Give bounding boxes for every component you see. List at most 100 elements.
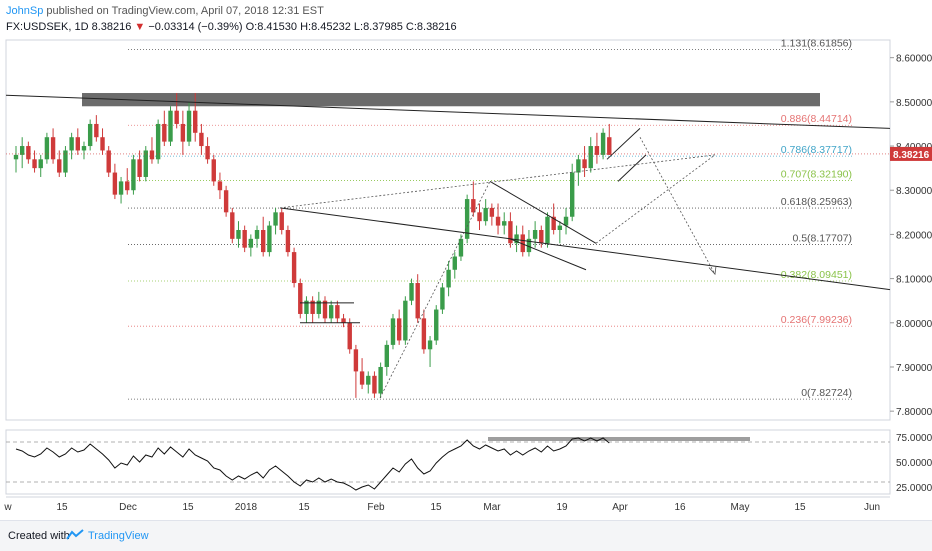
candle-body bbox=[489, 207, 495, 217]
current-price-tag bbox=[890, 146, 932, 161]
candle-body bbox=[143, 150, 148, 177]
fib-level-label: 0.5(8.17707) bbox=[792, 233, 852, 245]
candle-body bbox=[440, 287, 445, 310]
fib-level-label: 0.886(8.44714) bbox=[781, 113, 852, 125]
candle-body bbox=[13, 154, 19, 160]
candle-body bbox=[69, 137, 74, 151]
candle-body bbox=[316, 300, 322, 314]
descending-support-line bbox=[279, 207, 891, 291]
author-link[interactable]: JohnSp bbox=[6, 5, 44, 17]
price-change: −0.03314 (−0.39%) bbox=[148, 21, 243, 33]
fibonacci-levels: 1.131(8.61856) 0.886(8.44714) 0.786(8.3771… bbox=[128, 37, 852, 400]
candle-body bbox=[118, 181, 124, 195]
x-tick-label: 15 bbox=[430, 502, 442, 513]
candle-body bbox=[495, 216, 501, 226]
publish-info: JohnSp published on TradingView.com, Apr… bbox=[6, 5, 324, 17]
flag-upper-line bbox=[489, 180, 597, 244]
candle-body bbox=[230, 212, 235, 239]
x-tick-label: 19 bbox=[556, 502, 568, 513]
candle-body bbox=[94, 123, 99, 138]
candle-body bbox=[403, 300, 408, 341]
candle-body bbox=[576, 159, 581, 173]
candle-body bbox=[520, 234, 525, 253]
tradingview-brand-link[interactable]: TradingView bbox=[88, 530, 149, 542]
x-tick-label: Mar bbox=[483, 502, 501, 513]
candle-body bbox=[359, 371, 365, 385]
y-tick-label: 8.60000 bbox=[896, 54, 932, 65]
x-tick-label: Jun bbox=[864, 502, 880, 513]
candle-body bbox=[464, 199, 470, 239]
candle-body bbox=[483, 207, 488, 222]
low-value: L:8.37985 bbox=[353, 21, 403, 33]
candle-body bbox=[607, 137, 612, 155]
x-tick-label: 15 bbox=[298, 502, 310, 513]
candle-body bbox=[279, 212, 284, 230]
candle-body bbox=[557, 225, 563, 230]
price-chart-svg[interactable]: 1.131(8.61856) 0.886(8.44714) 0.786(8.3771… bbox=[0, 37, 932, 514]
candle-body bbox=[26, 146, 31, 160]
candle-body bbox=[502, 221, 507, 226]
candle-body bbox=[155, 123, 161, 160]
x-tick-label: Apr bbox=[612, 502, 628, 513]
fib-level-label: 0.707(8.32190) bbox=[781, 169, 852, 181]
rsi-tick-label: 25.0000 bbox=[896, 483, 932, 494]
projection-diagonal-line bbox=[595, 154, 716, 244]
candle-body bbox=[526, 238, 532, 253]
candle-body bbox=[310, 300, 315, 314]
candle-body bbox=[328, 305, 334, 319]
candle-body bbox=[545, 216, 550, 244]
y-tick-label: 7.80000 bbox=[896, 407, 932, 418]
candle-body bbox=[514, 234, 519, 244]
last-price: 8.38216 bbox=[91, 21, 132, 33]
rsi-resistance-bar bbox=[488, 437, 750, 441]
x-tick-label: Feb bbox=[367, 502, 385, 513]
candle-body bbox=[112, 172, 118, 195]
target-arrowhead bbox=[708, 266, 717, 276]
candle-body bbox=[304, 300, 309, 314]
tradingview-logo-icon[interactable] bbox=[66, 529, 84, 541]
resistance-zone-box bbox=[82, 93, 820, 107]
candle-body bbox=[137, 159, 142, 177]
candle-body bbox=[125, 181, 130, 191]
x-tick-label: 2018 bbox=[235, 502, 258, 513]
candlestick-series bbox=[13, 93, 612, 398]
candle-body bbox=[57, 159, 62, 173]
candle-body bbox=[588, 146, 593, 169]
candle-body bbox=[384, 344, 389, 367]
candle-body bbox=[223, 190, 229, 213]
candle-body bbox=[44, 137, 50, 160]
candle-body bbox=[254, 230, 260, 239]
candle-body bbox=[532, 230, 538, 239]
x-tick-label: w bbox=[3, 502, 12, 513]
candle-body bbox=[477, 212, 482, 222]
candle-body bbox=[452, 256, 457, 270]
candle-body bbox=[353, 349, 359, 372]
candle-body bbox=[211, 159, 216, 182]
candle-body bbox=[570, 172, 575, 217]
candle-body bbox=[446, 269, 451, 288]
candle-body bbox=[186, 110, 192, 142]
candle-body bbox=[199, 132, 204, 147]
candle-body bbox=[551, 216, 556, 230]
candle-body bbox=[427, 340, 433, 350]
x-tick-label: 15 bbox=[56, 502, 68, 513]
candle-body bbox=[508, 221, 513, 244]
resistance-zone bbox=[82, 93, 820, 107]
candle-body bbox=[582, 159, 587, 169]
candle-body bbox=[193, 110, 198, 133]
candle-body bbox=[205, 146, 210, 160]
candle-body bbox=[396, 318, 402, 341]
candle-body bbox=[87, 123, 93, 147]
candle-body bbox=[563, 216, 569, 226]
candle-body bbox=[415, 283, 420, 319]
candle-body bbox=[539, 230, 544, 244]
target-arrow-line bbox=[639, 137, 716, 275]
candle-body bbox=[100, 137, 105, 151]
candle-body bbox=[19, 146, 25, 155]
candle-body bbox=[273, 212, 278, 226]
chart-area[interactable]: 1.131(8.61856) 0.886(8.44714) 0.786(8.3771… bbox=[0, 37, 932, 514]
fib-level-label: 0.786(8.37717) bbox=[781, 144, 852, 156]
y-tick-label: 8.30000 bbox=[896, 186, 932, 197]
candle-body bbox=[131, 159, 136, 191]
rsi-panel: 75.0000 50.0000 25.0000 bbox=[5, 429, 932, 495]
